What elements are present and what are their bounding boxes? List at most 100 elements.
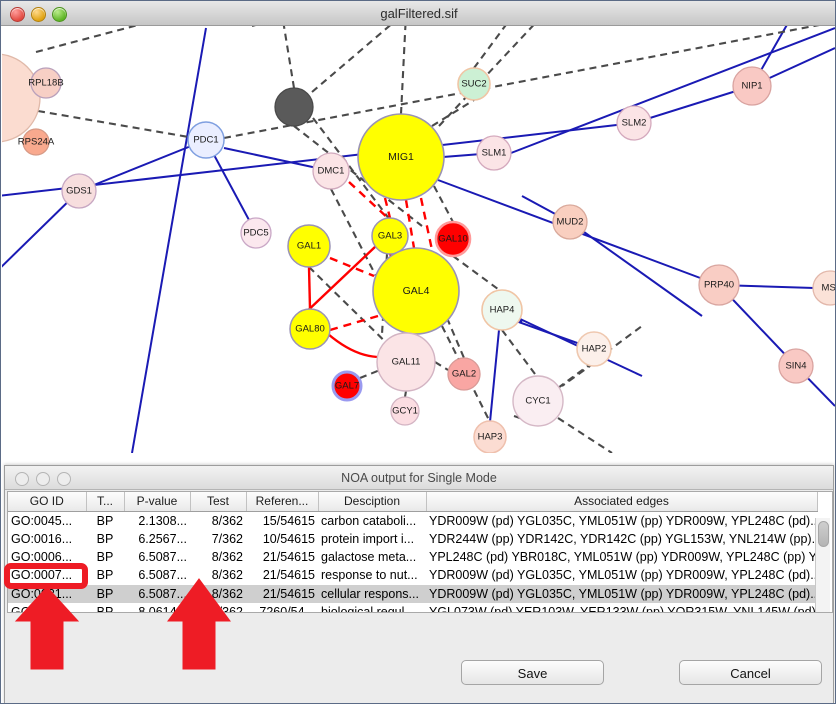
node-PDC1[interactable] xyxy=(187,121,225,159)
dialog-zoom-button[interactable] xyxy=(57,472,71,486)
node-label: GAL2 xyxy=(452,369,476,380)
node-GAL4[interactable] xyxy=(372,247,460,335)
node-label: GAL3 xyxy=(378,231,402,242)
node-MSI[interactable] xyxy=(812,270,835,306)
cell-description: response to nut... xyxy=(321,568,418,583)
dialog-title: NOA output for Single Mode xyxy=(341,471,497,485)
node-MIG1[interactable] xyxy=(357,113,445,201)
cell-associated-edges: YDR244W (pp) YDR142C, YDR142C (pp) YGL15… xyxy=(429,531,817,546)
cell-p-value: 6.2567... xyxy=(138,531,187,546)
table-row-selected[interactable]: GO:0031... BP 6.5087... 8/362 21/54615 c… xyxy=(8,584,817,603)
col-header-reference[interactable]: Referen... xyxy=(246,492,319,512)
col-header-p-value[interactable]: P-value xyxy=(124,492,191,512)
node-MUD2[interactable] xyxy=(552,204,588,240)
edge-highlight xyxy=(301,245,377,317)
node-label: RPL18B xyxy=(28,78,63,89)
edge-pd xyxy=(403,390,408,398)
edge-pp xyxy=(78,139,207,192)
network-nodes[interactable]: RPL18B RPS24A GDS1 PDC1 PDC5 SUC2 DMC1 M… xyxy=(2,53,835,453)
node-label: GAL80 xyxy=(295,324,325,335)
node-label: PDC1 xyxy=(193,135,218,146)
edge-pp xyxy=(510,27,835,154)
cell-reference: 10/54615 xyxy=(262,531,315,546)
minimize-button[interactable] xyxy=(31,7,46,22)
node-GAL7[interactable] xyxy=(331,370,363,402)
close-button[interactable] xyxy=(10,7,25,22)
node-CYC1[interactable] xyxy=(512,375,564,427)
cell-description: carbon cataboli... xyxy=(321,513,417,528)
zoom-button[interactable] xyxy=(52,7,67,22)
node-label: RPS24A xyxy=(18,137,55,148)
edge-pd xyxy=(311,26,391,93)
node-unlabeled-left[interactable] xyxy=(2,53,41,143)
node-label: HAP2 xyxy=(582,344,607,355)
edge-pd xyxy=(446,317,465,359)
table-row[interactable]: GO:0006... BP 6.5087... 8/362 21/54615 g… xyxy=(8,548,817,566)
table-row[interactable]: GO:0045... BP 2.1308... 8/362 15/54615 c… xyxy=(8,511,817,530)
dialog-minimize-button[interactable] xyxy=(36,472,50,486)
node-PRP40[interactable] xyxy=(698,264,740,306)
edge-pp xyxy=(633,85,753,124)
node-SLM2[interactable] xyxy=(616,105,652,141)
table-row[interactable]: GO:0065... BP 8.0614... 94/362 7260/54..… xyxy=(8,603,817,613)
node-label: MSI xyxy=(822,283,835,294)
node-GAL2[interactable] xyxy=(447,357,481,391)
table-row[interactable]: GO:0007... BP 6.5087... 8/362 21/54615 r… xyxy=(8,566,817,584)
node-SIN4[interactable] xyxy=(778,348,814,384)
network-graph[interactable]: RPL18B RPS24A GDS1 PDC1 PDC5 SUC2 DMC1 M… xyxy=(2,26,835,453)
save-button[interactable]: Save xyxy=(461,660,604,685)
col-header-associated-edges[interactable]: Associated edges xyxy=(426,492,818,512)
node-HAP3[interactable] xyxy=(473,420,507,453)
cell-description: galactose meta... xyxy=(321,550,417,565)
cell-test: 8/362 xyxy=(211,550,243,565)
node-GDS1[interactable] xyxy=(61,173,97,209)
cell-go-id: GO:0016... xyxy=(11,531,73,546)
dialog-titlebar: NOA output for Single Mode xyxy=(5,466,833,490)
node-SLM1[interactable] xyxy=(476,135,512,171)
node-NIP1[interactable] xyxy=(732,66,772,106)
node-DMC1[interactable] xyxy=(312,152,350,190)
node-GCY1[interactable] xyxy=(390,396,420,426)
cell-go-id: GO:0045... xyxy=(11,513,73,528)
cell-associated-edges: YDR009W (pd) YGL035C, YML051W (pp) YDR00… xyxy=(429,568,817,583)
node-label: GCY1 xyxy=(392,406,418,417)
table-row[interactable]: GO:0016... BP 6.2567... 7/362 10/54615 p… xyxy=(8,530,817,548)
node-GAL1[interactable] xyxy=(287,224,331,268)
cell-type: BP xyxy=(96,550,114,565)
edge-highlight xyxy=(307,266,312,310)
dialog-close-button[interactable] xyxy=(15,472,29,486)
node-label: DMC1 xyxy=(318,166,345,177)
cell-type: BP xyxy=(96,513,114,528)
cell-go-id: GO:0065... xyxy=(11,604,73,613)
cell-p-value: 6.5087... xyxy=(138,550,187,565)
col-header-type[interactable]: T... xyxy=(86,492,125,512)
node-PDC5[interactable] xyxy=(240,217,272,249)
node-GAL3[interactable] xyxy=(371,217,409,255)
node-RPL18B[interactable] xyxy=(30,67,62,99)
node-label: MUD2 xyxy=(557,217,584,228)
window-title: galFiltered.sif xyxy=(380,6,458,21)
node-label: GAL10 xyxy=(438,234,468,245)
go-results-table[interactable]: GO ID T... P-value Test Referen... Desci… xyxy=(7,491,833,613)
network-canvas[interactable]: RPL18B RPS24A GDS1 PDC1 PDC5 SUC2 DMC1 M… xyxy=(2,26,835,453)
col-header-go-id[interactable]: GO ID xyxy=(8,492,87,512)
node-unlabeled-grey[interactable] xyxy=(274,87,314,127)
cancel-button[interactable]: Cancel xyxy=(679,660,822,685)
col-header-test[interactable]: Test xyxy=(190,492,247,512)
node-label: CYC1 xyxy=(525,396,550,407)
col-header-description[interactable]: Desciption xyxy=(318,492,427,512)
scrollbar-thumb[interactable] xyxy=(818,521,829,547)
edge-pd xyxy=(501,329,539,379)
node-HAP2[interactable] xyxy=(576,331,612,367)
edge-highlight-dashed xyxy=(329,256,375,278)
node-HAP4[interactable] xyxy=(481,289,523,331)
node-GAL11[interactable] xyxy=(376,332,436,392)
node-SUC2[interactable] xyxy=(457,67,491,101)
node-RPS24A[interactable] xyxy=(22,128,50,156)
node-GAL80[interactable] xyxy=(289,308,331,350)
node-GAL10[interactable] xyxy=(434,220,472,258)
cell-associated-edges: YGL073W (pd) YER103W, YER133W (pp) YOR31… xyxy=(429,604,817,613)
node-label: HAP3 xyxy=(478,432,503,443)
vertical-scrollbar[interactable] xyxy=(815,518,830,612)
window-titlebar: galFiltered.sif xyxy=(1,1,835,26)
